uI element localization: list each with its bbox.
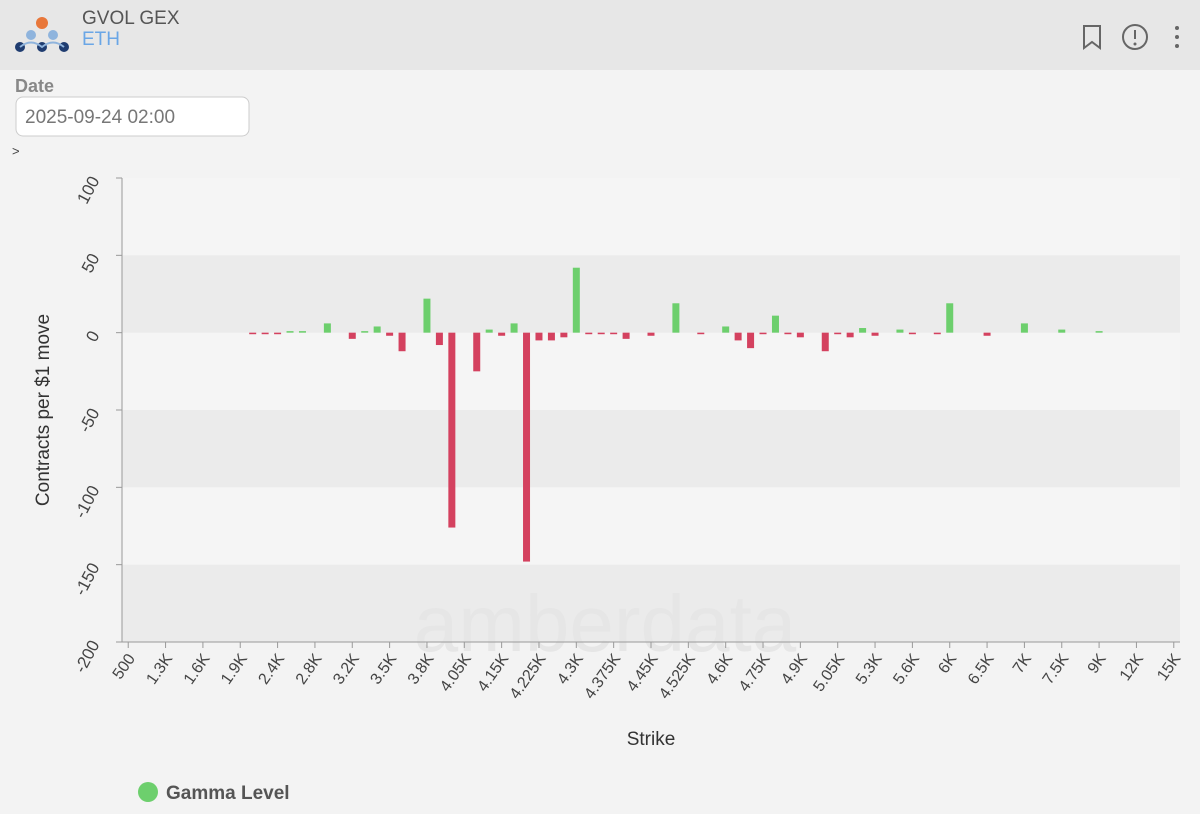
bar bbox=[361, 331, 369, 333]
bar bbox=[298, 331, 306, 333]
bar bbox=[734, 332, 742, 341]
bar bbox=[697, 332, 705, 335]
bar bbox=[747, 332, 755, 349]
bar bbox=[261, 332, 269, 335]
bar bbox=[771, 315, 779, 333]
y-axis-title: Contracts per $1 move bbox=[33, 314, 54, 506]
bar bbox=[610, 332, 618, 335]
bar bbox=[585, 332, 593, 335]
bar bbox=[398, 332, 406, 352]
logo bbox=[15, 17, 69, 52]
bar bbox=[286, 331, 294, 333]
bar bbox=[547, 332, 555, 341]
bar bbox=[572, 267, 580, 333]
bar bbox=[323, 323, 331, 333]
bar bbox=[249, 332, 257, 335]
date-value: 2025-09-24 02:00 bbox=[25, 107, 175, 128]
grid-band bbox=[122, 410, 1180, 488]
bar bbox=[274, 332, 282, 335]
bar bbox=[672, 303, 680, 333]
bar bbox=[722, 326, 730, 333]
bar bbox=[784, 332, 792, 335]
bar bbox=[435, 332, 443, 346]
header-subtitle: ETH bbox=[82, 29, 120, 50]
legend-marker bbox=[138, 782, 158, 802]
bar bbox=[560, 332, 568, 338]
bar bbox=[535, 332, 543, 341]
date-input[interactable] bbox=[15, 96, 250, 137]
bar bbox=[523, 332, 531, 562]
bar bbox=[759, 332, 767, 335]
bar bbox=[796, 332, 804, 338]
x-axis-title: Strike bbox=[627, 729, 676, 750]
bar bbox=[448, 332, 456, 528]
bar bbox=[423, 298, 431, 333]
watermark: amberdata bbox=[414, 579, 797, 668]
header-bar bbox=[0, 0, 1200, 70]
bar bbox=[348, 332, 356, 339]
bar bbox=[485, 329, 493, 333]
bar bbox=[1058, 329, 1066, 333]
bookmark-icon[interactable] bbox=[1083, 25, 1101, 50]
bar bbox=[846, 332, 854, 338]
bar bbox=[1095, 331, 1103, 333]
bar bbox=[871, 332, 879, 336]
bar bbox=[622, 332, 630, 339]
bar bbox=[908, 332, 916, 335]
bar bbox=[386, 332, 394, 336]
bar bbox=[510, 323, 518, 333]
bar bbox=[983, 332, 991, 336]
date-label: Date bbox=[15, 76, 54, 96]
info-icon[interactable] bbox=[1122, 24, 1148, 50]
bar bbox=[373, 326, 381, 333]
bar bbox=[821, 332, 829, 352]
menu-icon[interactable] bbox=[1175, 26, 1179, 48]
bar bbox=[498, 332, 506, 336]
grid-band bbox=[122, 564, 1180, 642]
grid-band bbox=[122, 255, 1180, 333]
bar bbox=[647, 332, 655, 336]
bar bbox=[473, 332, 481, 372]
legend-label: Gamma Level bbox=[166, 783, 290, 804]
header-title: GVOL GEX bbox=[82, 8, 180, 29]
bar bbox=[896, 329, 904, 333]
bar bbox=[933, 332, 941, 335]
expand-toggle[interactable]: > bbox=[12, 143, 20, 158]
bar bbox=[859, 328, 867, 333]
bar bbox=[834, 332, 842, 335]
bar bbox=[946, 303, 954, 333]
bar bbox=[1020, 323, 1028, 333]
bar bbox=[597, 332, 605, 335]
